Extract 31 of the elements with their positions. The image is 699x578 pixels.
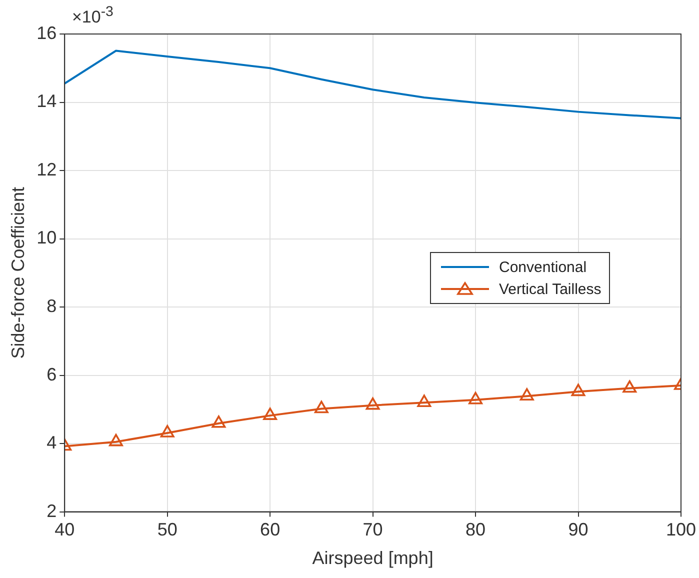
y-tick-label: 6 (46, 364, 57, 384)
y-tick-label: 8 (46, 296, 57, 316)
y-tick-label: 10 (36, 228, 57, 248)
point (468, 392, 482, 404)
y-tick-label: 14 (36, 91, 57, 112)
y-tick-label: 2 (46, 500, 57, 521)
point (571, 384, 586, 396)
point (263, 408, 278, 420)
x-tick-label: 40 (54, 520, 75, 540)
x-tick-label: 70 (362, 520, 383, 540)
x-tick-label: 80 (466, 520, 486, 540)
y-tick-label: 4 (46, 432, 57, 453)
x-tick-label: 50 (157, 520, 178, 540)
point (160, 425, 174, 438)
y-tick-label: 16 (36, 22, 57, 43)
x-tick-label: 90 (568, 520, 588, 540)
legend-label: Conventional (499, 258, 587, 276)
legend-label: Vertical Tailless (499, 280, 602, 298)
x-tick-label: 100 (666, 520, 696, 540)
y-axis-title: Side-force Coefficient (8, 187, 28, 359)
x-tick-label: 60 (260, 520, 280, 540)
point (417, 394, 432, 407)
point (520, 388, 534, 401)
point (314, 400, 328, 414)
point (109, 434, 123, 446)
x-axis-title: Airspeed [mph] (312, 548, 434, 568)
point (622, 380, 637, 393)
point (366, 397, 380, 410)
y-tick-label: 12 (36, 159, 57, 180)
text: ×10$^{-3}$ (72, 4, 114, 28)
point (212, 416, 226, 428)
